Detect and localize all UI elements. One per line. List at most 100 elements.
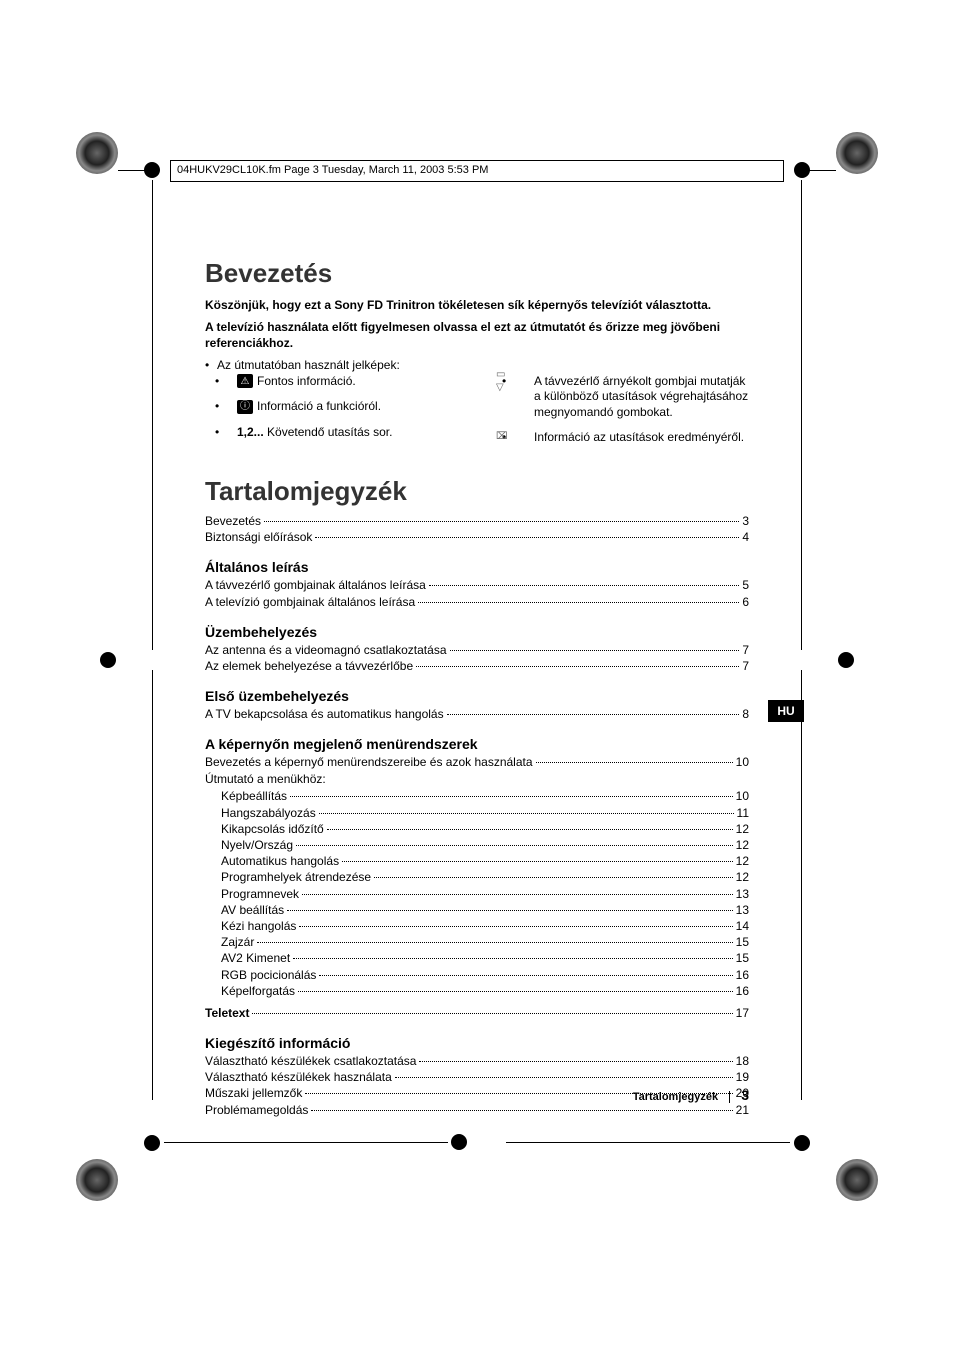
toc-page: 14 xyxy=(736,918,749,934)
toc-row: Kézi hangolás 14 xyxy=(205,918,749,934)
toc-row: Választható készülékek csatlakoztatása18 xyxy=(205,1053,749,1069)
toc-dots xyxy=(536,762,733,763)
toc-row: Bevezetés 3 xyxy=(205,513,749,529)
toc-label: Programnevek xyxy=(221,886,299,902)
footer-separator xyxy=(729,1091,730,1103)
toc-page: 17 xyxy=(736,1005,749,1021)
toc-row: A TV bekapcsolása és automatikus hangolá… xyxy=(205,706,749,722)
toc-section-heading: Első üzembehelyezés xyxy=(205,688,749,704)
toc-page: 16 xyxy=(736,983,749,999)
toc-row: Nyelv/Ország 12 xyxy=(205,837,749,853)
toc-section-heading: Üzembehelyezés xyxy=(205,624,749,640)
toc-section-heading: Általános leírás xyxy=(205,559,749,575)
toc-dots xyxy=(315,537,739,538)
toc-page: 8 xyxy=(742,706,749,722)
toc-label: Programhelyek átrendezése xyxy=(221,869,371,885)
crop-line xyxy=(152,180,153,650)
crop-line xyxy=(164,1142,448,1143)
symbols-intro: Az útmutatóban használt jelképek: xyxy=(205,358,749,372)
toc-page: 15 xyxy=(736,934,749,950)
toc-dots xyxy=(302,894,733,895)
toc-page: 15 xyxy=(736,950,749,966)
registration-mark xyxy=(96,648,120,672)
registration-corner xyxy=(76,132,118,174)
toc-page: 10 xyxy=(736,788,749,804)
page-content: Bevezetés Köszönjük, hogy ezt a Sony FD … xyxy=(205,258,749,1118)
page-footer: Tartalomjegyzék 3 xyxy=(633,1087,749,1103)
toc-page: 12 xyxy=(736,837,749,853)
toc-dots xyxy=(287,910,732,911)
toc-dots xyxy=(296,845,733,846)
toc-dots xyxy=(395,1077,733,1078)
intro-line: Köszönjük, hogy ezt a Sony FD Trinitron … xyxy=(205,297,749,313)
symbol-item: ⓘInformáció a funkcióról. xyxy=(205,399,462,415)
toc-label: Műszaki jellemzők xyxy=(205,1085,302,1101)
toc-label: Biztonsági előírások xyxy=(205,529,312,545)
toc-page: 13 xyxy=(736,902,749,918)
toc-row: Az antenna és a videomagnó csatlakoztatá… xyxy=(205,642,749,658)
toc-page: 3 xyxy=(742,513,749,529)
toc-dots xyxy=(447,714,740,715)
toc-label: AV beállítás xyxy=(221,902,284,918)
toc-row: Képelforgatás 16 xyxy=(205,983,749,999)
toc-label: Teletext xyxy=(205,1005,249,1021)
toc-dots xyxy=(416,666,739,667)
crop-line xyxy=(806,170,836,171)
toc-row: Teletext 17 xyxy=(205,1005,749,1021)
registration-corner xyxy=(76,1159,118,1201)
toc-page: 16 xyxy=(736,967,749,983)
toc-label: Képelforgatás xyxy=(221,983,295,999)
symbol-item: ⌧Információ az utasítások eredményéről. xyxy=(492,430,749,446)
registration-mark xyxy=(790,1131,814,1155)
intro-heading: Bevezetés xyxy=(205,258,749,289)
toc-subheading: Útmutató a menükhöz: xyxy=(205,772,749,786)
toc-page: 6 xyxy=(742,594,749,610)
registration-corner xyxy=(836,132,878,174)
toc-page: 4 xyxy=(742,529,749,545)
toc-page: 13 xyxy=(736,886,749,902)
toc-dots xyxy=(374,877,733,878)
footer-title: Tartalomjegyzék xyxy=(633,1091,718,1103)
toc-label: Problémamegoldás xyxy=(205,1102,308,1118)
toc-dots xyxy=(298,991,733,992)
toc-dots xyxy=(290,796,733,797)
toc-page: 12 xyxy=(736,853,749,869)
toc-label: Kézi hangolás xyxy=(221,918,296,934)
toc-dots xyxy=(252,1013,732,1014)
toc-row: Bevezetés a képernyő menürendszereibe és… xyxy=(205,754,749,770)
toc-label: Választható készülékek csatlakoztatása xyxy=(205,1053,416,1069)
toc-row: Programnevek 13 xyxy=(205,886,749,902)
crop-line xyxy=(801,670,802,1100)
toc-page: 5 xyxy=(742,577,749,593)
toc-row: RGB pocicionálás16 xyxy=(205,967,749,983)
toc-page: 12 xyxy=(736,821,749,837)
symbol-item: 1,2... Követendő utasítás sor. xyxy=(205,425,462,441)
toc-row: Az elemek behelyezése a távvezérlőbe7 xyxy=(205,658,749,674)
info-icon: ⓘ xyxy=(237,400,253,414)
toc-dots xyxy=(419,1061,732,1062)
toc-label: A televízió gombjainak általános leírása xyxy=(205,594,415,610)
toc-page: 10 xyxy=(736,754,749,770)
footer-page-number: 3 xyxy=(741,1087,749,1103)
toc-label: AV2 Kimenet xyxy=(221,950,290,966)
toc-row: Biztonsági előírások 4 xyxy=(205,529,749,545)
toc-row: Kikapcsolás időzítő12 xyxy=(205,821,749,837)
toc-label: Bevezetés xyxy=(205,513,261,529)
toc-row: A távvezérlő gombjainak általános leírás… xyxy=(205,577,749,593)
frame-header-box: 04HUKV29CL10K.fm Page 3 Tuesday, March 1… xyxy=(170,160,784,182)
toc-label: Az antenna és a videomagnó csatlakoztatá… xyxy=(205,642,447,658)
crop-line xyxy=(801,180,802,650)
toc-label: Zajzár xyxy=(221,934,254,950)
registration-corner xyxy=(836,1159,878,1201)
toc-row: Zajzár 15 xyxy=(205,934,749,950)
toc-row: A televízió gombjainak általános leírása… xyxy=(205,594,749,610)
frame-header-text: 04HUKV29CL10K.fm Page 3 Tuesday, March 1… xyxy=(171,161,783,179)
toc-label: Automatikus hangolás xyxy=(221,853,339,869)
toc-page: 19 xyxy=(736,1069,749,1085)
toc-label: Nyelv/Ország xyxy=(221,837,293,853)
crop-line xyxy=(506,1142,790,1143)
toc-row: Programhelyek átrendezése12 xyxy=(205,869,749,885)
remote-icon: ▭▽ xyxy=(496,368,505,394)
toc-row: Képbeállítás10 xyxy=(205,788,749,804)
toc-label: Az elemek behelyezése a távvezérlőbe xyxy=(205,658,413,674)
